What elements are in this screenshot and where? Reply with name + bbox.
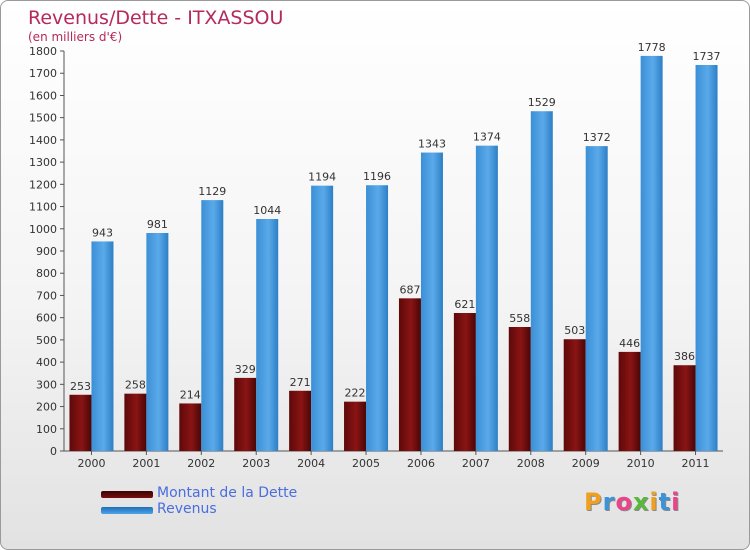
y-tick-label: 1400	[29, 134, 57, 147]
legend-label-revenus: Revenus	[157, 501, 217, 517]
bar-dette	[289, 390, 312, 451]
data-label-dette: 253	[70, 380, 91, 393]
y-tick-label: 1300	[29, 156, 57, 169]
y-tick-label: 800	[36, 267, 57, 280]
data-label-dette: 214	[180, 388, 201, 401]
data-label-revenus: 1044	[253, 204, 281, 217]
logo-letter: t	[658, 488, 672, 516]
bar-dette	[673, 365, 696, 451]
y-tick-label: 1100	[29, 201, 57, 214]
y-tick-label: 600	[36, 312, 57, 325]
x-tick-label: 2002	[187, 457, 215, 470]
data-label-revenus: 1372	[583, 131, 611, 144]
data-label-revenus: 1129	[198, 185, 226, 198]
y-tick-label: 1600	[29, 89, 57, 102]
y-tick-label: 900	[36, 245, 57, 258]
bar-dette	[618, 351, 641, 451]
logo-letter: r	[602, 488, 616, 516]
bar-revenus	[256, 219, 279, 451]
legend-swatch-dette	[101, 491, 153, 498]
x-tick-label: 2008	[517, 457, 545, 470]
logo-letter: i	[649, 488, 659, 516]
data-label-revenus: 1374	[473, 131, 501, 144]
bar-dette	[508, 327, 531, 451]
y-tick-label: 200	[36, 401, 57, 414]
logo-letter: i	[671, 488, 681, 516]
logo-letter: x	[632, 488, 650, 516]
x-tick-label: 2007	[462, 457, 490, 470]
x-tick-label: 2011	[682, 457, 710, 470]
bar-revenus	[420, 152, 443, 452]
y-tick-label: 1700	[29, 67, 57, 80]
y-tick-label: 1200	[29, 178, 57, 191]
bar-revenus	[585, 146, 608, 451]
chart-title: Revenus/Dette - ITXASSOU	[28, 7, 284, 29]
bar-dette	[179, 403, 202, 451]
data-label-dette: 446	[619, 337, 640, 350]
bar-revenus	[695, 65, 718, 451]
bar-revenus	[201, 200, 224, 451]
x-tick-label: 2000	[77, 457, 105, 470]
logo-letter: o	[615, 488, 633, 516]
data-label-dette: 222	[345, 387, 366, 400]
data-label-revenus: 1737	[693, 50, 721, 63]
data-label-dette: 258	[125, 379, 146, 392]
data-label-dette: 558	[509, 312, 530, 325]
data-label-revenus: 981	[147, 218, 168, 231]
data-label-dette: 329	[235, 363, 256, 376]
bar-dette	[234, 377, 257, 451]
data-label-revenus: 1196	[363, 170, 391, 183]
data-label-revenus: 1343	[418, 138, 446, 151]
data-label-dette: 621	[454, 298, 475, 311]
chart-subtitle: (en milliers d'€)	[28, 30, 123, 44]
legend-swatch-revenus	[101, 507, 153, 514]
bar-revenus	[366, 185, 389, 451]
x-tick-label: 2004	[297, 457, 325, 470]
bar-dette	[453, 313, 476, 451]
y-tick-label: 0	[50, 445, 57, 458]
proxiti-logo: Proxiti	[584, 488, 680, 516]
bar-revenus	[475, 145, 498, 451]
bar-dette	[398, 298, 421, 451]
y-tick-label: 1500	[29, 112, 57, 125]
bar-dette	[563, 339, 586, 451]
data-label-dette: 503	[564, 324, 585, 337]
x-tick-label: 2005	[352, 457, 380, 470]
data-label-revenus: 1778	[638, 41, 666, 54]
bar-revenus	[640, 55, 663, 452]
bar-dette	[69, 394, 92, 451]
x-tick-label: 2001	[132, 457, 160, 470]
bar-revenus	[311, 185, 334, 451]
y-tick-label: 500	[36, 334, 57, 347]
x-tick-label: 2003	[242, 457, 270, 470]
y-tick-label: 100	[36, 423, 57, 436]
data-label-dette: 271	[290, 376, 311, 389]
y-tick-label: 300	[36, 378, 57, 391]
y-tick-label: 1800	[29, 45, 57, 58]
logo-letter: P	[584, 488, 603, 516]
x-tick-label: 2009	[572, 457, 600, 470]
data-label-revenus: 1529	[528, 96, 556, 109]
data-label-dette: 687	[399, 283, 420, 296]
x-tick-label: 2006	[407, 457, 435, 470]
y-tick-label: 700	[36, 289, 57, 302]
bar-revenus	[146, 233, 169, 451]
data-label-revenus: 943	[92, 226, 113, 239]
bar-revenus	[91, 241, 114, 451]
legend-label-dette: Montant de la Dette	[157, 485, 298, 501]
bar-dette	[124, 393, 147, 451]
data-label-dette: 386	[674, 350, 695, 363]
bar-dette	[344, 401, 367, 451]
y-tick-label: 400	[36, 356, 57, 369]
x-tick-label: 2010	[627, 457, 655, 470]
data-label-revenus: 1194	[308, 171, 336, 184]
bar-revenus	[530, 111, 553, 451]
y-tick-label: 1000	[29, 223, 57, 236]
